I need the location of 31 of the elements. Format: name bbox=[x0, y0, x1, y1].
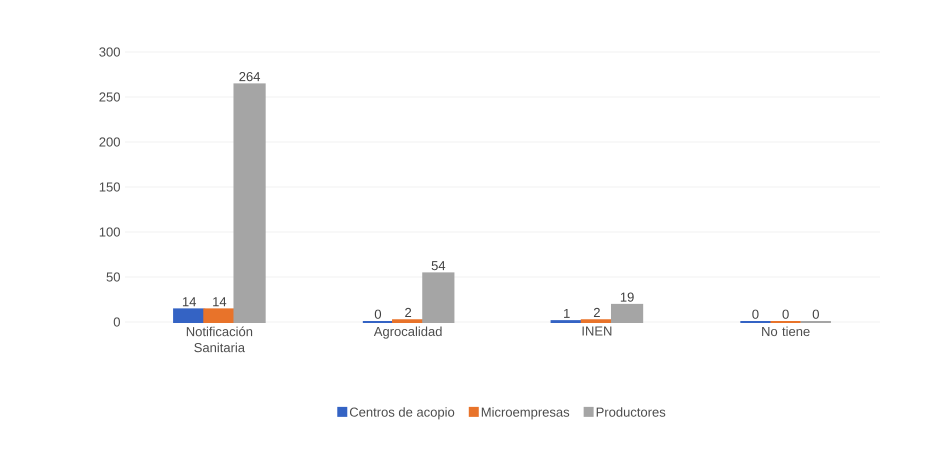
y-tick-label: 300 bbox=[99, 47, 120, 57]
data-label: 14 bbox=[213, 297, 226, 306]
data-label: 0 bbox=[374, 310, 382, 319]
y-tick-label: 200 bbox=[99, 137, 120, 147]
x-tick-label: INEN bbox=[582, 326, 612, 336]
data-label: 14 bbox=[182, 297, 196, 306]
y-tick-label: 0 bbox=[114, 317, 120, 327]
y-tick-label: 100 bbox=[100, 227, 120, 237]
bar bbox=[203, 308, 236, 323]
data-label: 54 bbox=[432, 261, 446, 270]
bar bbox=[173, 308, 206, 323]
data-label: 2 bbox=[594, 308, 600, 317]
y-tick-label: 150 bbox=[100, 182, 120, 192]
data-label: 0 bbox=[782, 310, 789, 319]
data-label: 0 bbox=[752, 310, 759, 319]
x-tick-label: No tiene bbox=[762, 326, 810, 336]
data-label: 19 bbox=[620, 292, 634, 302]
y-tick-label: 50 bbox=[106, 272, 120, 282]
data-label: 1 bbox=[564, 308, 570, 318]
bar bbox=[422, 272, 454, 323]
legend-label: Microempresas bbox=[482, 407, 570, 420]
bar bbox=[610, 304, 644, 323]
y-tick-label: 250 bbox=[99, 92, 120, 102]
data-label: 0 bbox=[812, 310, 819, 319]
x-tick-label: Agrocalidad bbox=[374, 326, 442, 339]
data-label: 2 bbox=[405, 308, 412, 317]
legend-label: Centros de acopio bbox=[350, 407, 454, 420]
x-tick-label: Notificación Sanitaria bbox=[186, 326, 252, 352]
legend-label: Productores bbox=[596, 407, 666, 417]
bar bbox=[233, 83, 266, 323]
data-label: 264 bbox=[239, 72, 260, 82]
